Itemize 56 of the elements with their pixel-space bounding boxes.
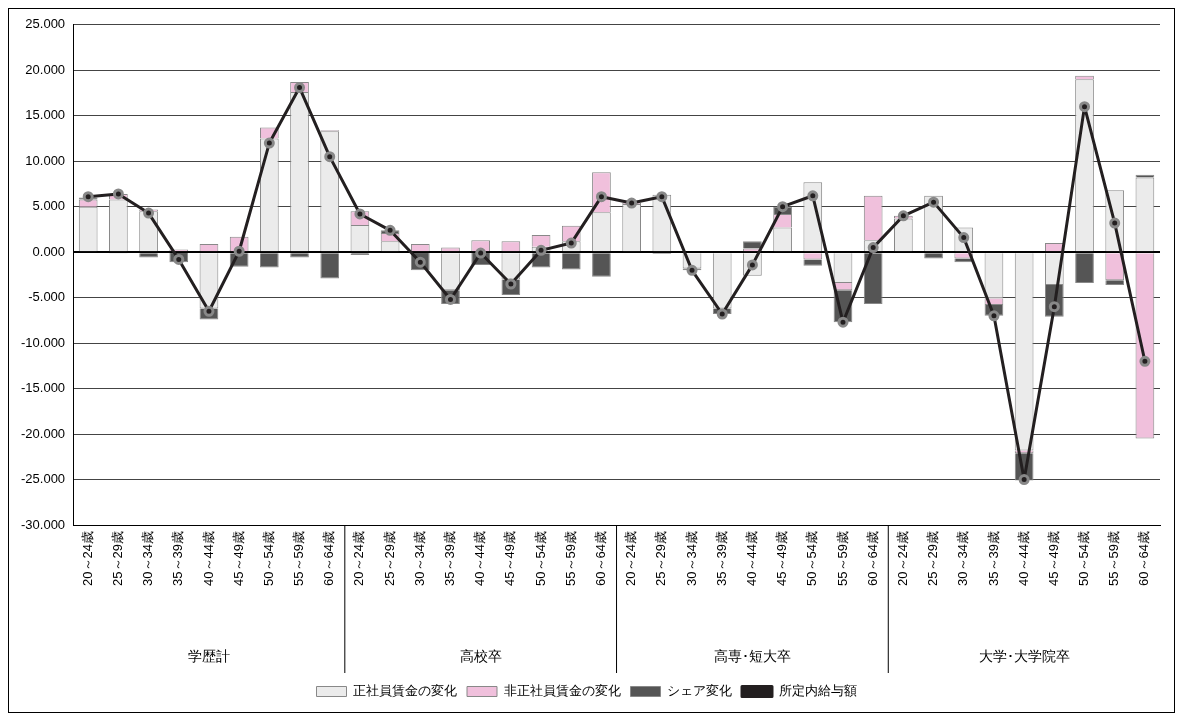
x-tick-label: 35～39歳 xyxy=(713,531,729,586)
x-tick-label: 60～64歳 xyxy=(864,531,880,586)
y-tick-label: 10.000 xyxy=(25,152,66,168)
x-tick-label: 50～54歳 xyxy=(260,531,276,586)
x-tick-label: 50～54歳 xyxy=(1076,531,1092,586)
x-tick-label: 30～34歳 xyxy=(140,531,156,586)
x-tick-label: 25～29歳 xyxy=(925,531,941,586)
x-tick-label: 40～44歳 xyxy=(1015,531,1031,586)
y-tick-label: 25.000 xyxy=(25,16,66,32)
x-tick-label: 40～44歳 xyxy=(472,531,488,586)
legend-label: シェア変化 xyxy=(667,683,732,699)
y-tick-label: -15.000 xyxy=(21,380,66,396)
y-tick-label: 15.000 xyxy=(25,107,66,123)
text: 高専･短大卒 xyxy=(713,647,791,664)
x-tick-label: 60～64歳 xyxy=(321,531,337,586)
x-tick-label: 45～49歳 xyxy=(230,531,246,586)
x-tick-label: 25～29歳 xyxy=(381,531,397,586)
y-tick-label: 0.000 xyxy=(32,243,66,259)
x-tick-label: 40～44歳 xyxy=(743,531,759,586)
x-tick-label: 45～49歳 xyxy=(1045,531,1061,586)
text: 学歴計 xyxy=(187,647,230,664)
x-tick-label: 45～49歳 xyxy=(774,531,790,586)
x-tick-label: 60～64歳 xyxy=(1136,531,1152,586)
x-tick-label: 20～24歳 xyxy=(623,531,639,586)
x-tick-label: 55～59歳 xyxy=(562,531,578,586)
y-tick-label: -5.000 xyxy=(28,289,66,305)
y-tick-label: 20.000 xyxy=(25,61,66,77)
legend-label: 正社員賃金の変化 xyxy=(353,683,457,699)
x-tick-label: 55～59歳 xyxy=(1106,531,1122,586)
x-tick-label: 30～34歳 xyxy=(955,531,971,586)
y-tick-label: -10.000 xyxy=(21,334,66,350)
x-tick-label: 30～34歳 xyxy=(683,531,699,586)
x-tick-label: 35～39歳 xyxy=(985,531,1001,586)
x-tick-label: 40～44歳 xyxy=(200,531,216,586)
x-tick-label: 35～39歳 xyxy=(170,531,186,586)
y-tick-label: -20.000 xyxy=(21,425,66,441)
x-tick-label: 55～59歳 xyxy=(291,531,307,586)
y-tick-label: -25.000 xyxy=(21,471,66,487)
x-tick-label: 60～64歳 xyxy=(593,531,609,586)
x-tick-label: 50～54歳 xyxy=(532,531,548,586)
x-tick-label: 20～24歳 xyxy=(351,531,367,586)
x-tick-label: 45～49歳 xyxy=(502,531,518,586)
x-tick-label: 20～24歳 xyxy=(894,531,910,586)
x-tick-label: 20～24歳 xyxy=(79,531,95,586)
x-tick-label: 25～29歳 xyxy=(109,531,125,586)
x-tick-label: 30～34歳 xyxy=(411,531,427,586)
x-tick-label: 50～54歳 xyxy=(804,531,820,586)
text: 大学･大学院卒 xyxy=(978,647,1070,664)
x-tick-label: 55～59歳 xyxy=(834,531,850,586)
x-tick-label: 35～39歳 xyxy=(442,531,458,586)
y-tick-label: -30.000 xyxy=(21,516,66,532)
y-tick-label: 5.000 xyxy=(32,198,66,214)
legend-label: 所定内給与額 xyxy=(778,683,857,699)
text: 高校卒 xyxy=(459,647,502,664)
x-tick-label: 25～29歳 xyxy=(653,531,669,586)
legend-label: 非正社員賃金の変化 xyxy=(503,683,621,699)
